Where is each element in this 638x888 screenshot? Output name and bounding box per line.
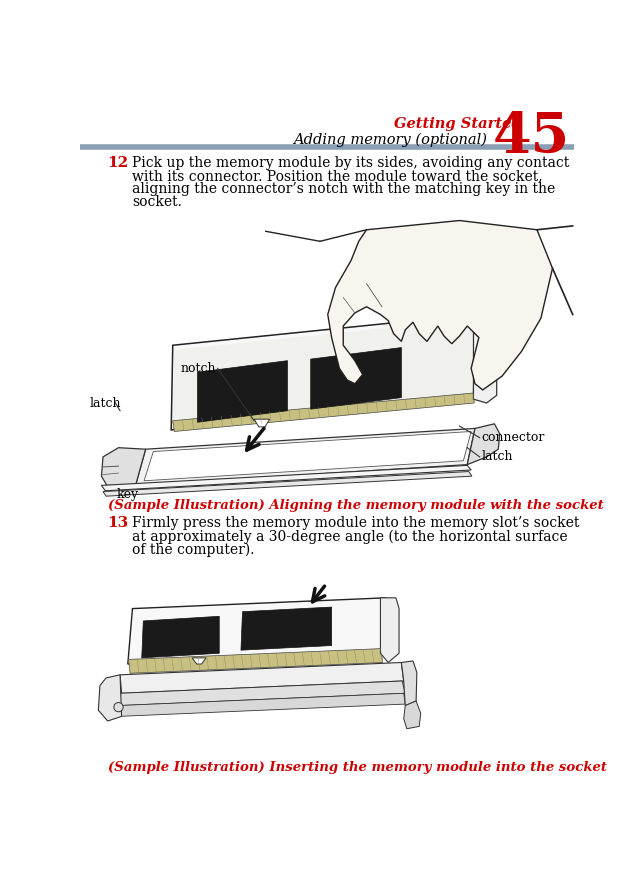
Text: 45: 45: [493, 109, 570, 164]
Text: 13: 13: [108, 516, 129, 530]
Text: (Sample Illustration) Inserting the memory module into the socket: (Sample Illustration) Inserting the memo…: [108, 761, 607, 774]
Polygon shape: [473, 313, 497, 403]
Polygon shape: [98, 675, 122, 721]
Polygon shape: [129, 648, 383, 673]
Polygon shape: [103, 472, 472, 496]
Text: latch: latch: [481, 450, 513, 464]
Text: of the computer).: of the computer).: [133, 543, 255, 557]
Text: Getting Started: Getting Started: [394, 117, 521, 131]
Circle shape: [114, 702, 123, 712]
Polygon shape: [101, 465, 471, 491]
Polygon shape: [128, 598, 386, 664]
Polygon shape: [401, 661, 417, 706]
Polygon shape: [328, 220, 553, 390]
Polygon shape: [254, 419, 270, 427]
Polygon shape: [142, 616, 219, 658]
Polygon shape: [171, 314, 475, 430]
Text: notch: notch: [181, 362, 216, 375]
Polygon shape: [467, 424, 500, 464]
Text: latch: latch: [90, 397, 121, 409]
Polygon shape: [119, 681, 405, 706]
Polygon shape: [404, 701, 420, 729]
Text: connector: connector: [481, 432, 545, 444]
Polygon shape: [173, 319, 472, 427]
Text: 12: 12: [108, 155, 129, 170]
Text: socket.: socket.: [133, 195, 182, 209]
Polygon shape: [192, 658, 206, 664]
Polygon shape: [120, 662, 404, 694]
Polygon shape: [173, 393, 474, 432]
Text: Firmly press the memory module into the memory slot’s socket: Firmly press the memory module into the …: [133, 516, 580, 530]
Text: aligning the connector’s notch with the matching key in the: aligning the connector’s notch with the …: [133, 182, 556, 196]
Text: with its connector. Position the module toward the socket,: with its connector. Position the module …: [133, 169, 543, 183]
Polygon shape: [101, 448, 145, 486]
Polygon shape: [135, 428, 475, 486]
Text: Pick up the memory module by its sides, avoiding any contact: Pick up the memory module by its sides, …: [133, 155, 570, 170]
Text: (Sample Illustration) Aligning the memory module with the socket: (Sample Illustration) Aligning the memor…: [108, 499, 604, 512]
Polygon shape: [144, 432, 471, 480]
Polygon shape: [117, 694, 405, 717]
Text: Adding memory (optional): Adding memory (optional): [293, 132, 487, 147]
Text: at approximately a 30-degree angle (to the horizontal surface: at approximately a 30-degree angle (to t…: [133, 529, 568, 543]
Polygon shape: [380, 598, 399, 662]
Polygon shape: [311, 347, 401, 409]
Polygon shape: [241, 607, 332, 650]
Text: key: key: [117, 488, 139, 502]
Polygon shape: [198, 361, 288, 423]
